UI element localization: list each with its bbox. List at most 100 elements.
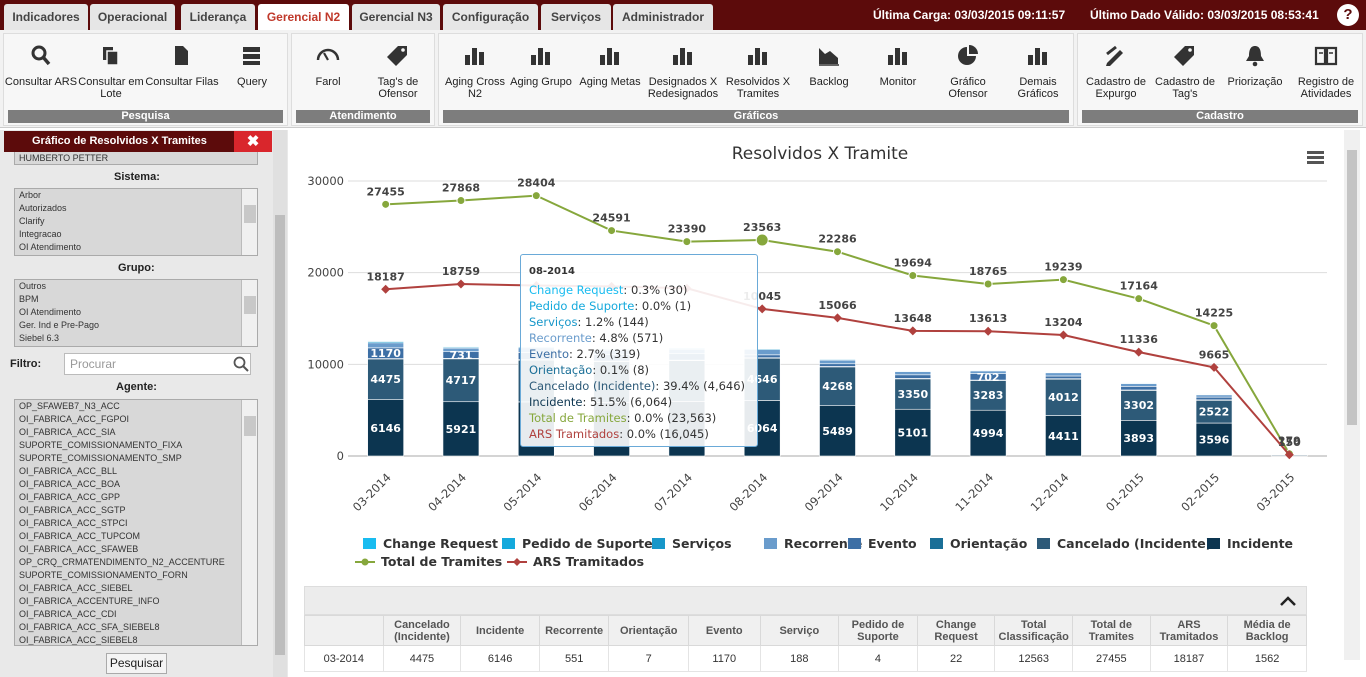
table-header[interactable] [304,615,384,646]
bar-change-request[interactable] [894,370,932,372]
chevron-up-icon[interactable] [1279,594,1297,608]
table-header[interactable]: Change Request [916,615,996,646]
list-item[interactable]: SUPORTE_COMISSIONAMENTO_SMP [19,453,182,463]
list-item[interactable]: Siebel 6.3 [19,333,60,343]
list-item[interactable]: OI_FABRICA_ACC_SIEBEL [19,583,133,593]
resolvidos-x-tramites-button[interactable]: Resolvidos X Tramites [720,40,796,106]
table-header[interactable]: Evento [688,615,761,646]
aging-metas-button[interactable]: Aging Metas [572,40,648,106]
backlog-button[interactable]: Backlog [791,40,867,106]
bar-change-request[interactable] [969,369,1007,371]
list-item[interactable]: OI_FABRICA_ACC_SIA [19,427,116,437]
list-item[interactable]: OI_FABRICA_ACC_STPCI [19,518,128,528]
demais-gr-ficos-button[interactable]: Demais Gráficos [1000,40,1076,106]
designados-x-redesignados-button[interactable]: Designados X Redesignados [645,40,721,106]
help-icon[interactable]: ? [1337,4,1359,26]
consultar-filas-button[interactable]: Consultar Filas [144,40,220,106]
legend-item[interactable]: ARS Tramitados [507,554,644,569]
bar-evento[interactable] [894,374,932,379]
bar-cancelado-incidente-[interactable] [1045,378,1082,416]
list-item[interactable]: OI_FABRICA_ACC_SFA_SIEBEL8 [19,622,160,632]
list-item[interactable]: OI_FABRICA_ACCENTURE_INFO [19,596,160,606]
list-item[interactable]: Clarify [19,216,45,226]
bar-evento[interactable] [819,363,856,367]
line-point[interactable] [1058,275,1068,285]
bar-evento[interactable] [1120,386,1158,391]
line-point[interactable] [1284,450,1294,460]
tab-administrador[interactable]: Administrador [613,4,713,30]
list-item[interactable]: BPM [19,294,39,304]
list-item[interactable]: Ger. Ind e Pre-Pago [19,320,100,330]
close-icon[interactable]: ✖ [234,131,272,152]
search-icon[interactable] [233,356,249,372]
bar-recorrente[interactable] [1120,383,1158,387]
line-point[interactable] [1134,347,1144,357]
legend-item[interactable]: Cancelado (Incidente) [1037,536,1211,551]
tab-gerencial-n2[interactable]: Gerencial N2 [258,4,349,30]
line-point[interactable] [607,226,617,236]
bar-incidente[interactable] [894,408,932,457]
tag-s-de-ofensor-button[interactable]: Tag's de Ofensor [360,40,436,106]
line-point[interactable] [1058,330,1068,340]
table-header[interactable]: Média de Backlog [1227,615,1307,646]
scrollbar[interactable] [241,400,257,645]
bar-incidente[interactable] [1195,422,1233,457]
legend-item[interactable]: Change Request [363,536,498,551]
bar-evento[interactable] [1195,396,1233,401]
tab-gerencial-n3[interactable]: Gerencial N3 [352,4,440,30]
prioriza-o-button[interactable]: Priorização [1217,40,1293,106]
legend-item[interactable]: Pedido de Suporte [502,536,653,551]
main-scrollbar[interactable] [1344,130,1360,660]
list-item[interactable]: Arbor [19,190,42,200]
tab-servi-os[interactable]: Serviços [541,4,611,30]
line-point[interactable] [833,313,842,323]
bar-change-request[interactable] [442,346,480,348]
bar-incidente[interactable] [1120,420,1158,457]
line-point[interactable] [755,233,769,247]
aging-cross-n2-button[interactable]: Aging Cross N2 [437,40,513,106]
bar-incidente[interactable] [367,399,404,457]
table-header[interactable]: Total Classificação [994,615,1074,646]
table-header[interactable]: Orientação [608,615,690,646]
list-item[interactable]: OP_SFAWEB7_N3_ACC [19,401,120,411]
bar-recorrente[interactable] [819,359,856,365]
legend-item[interactable]: Serviços [652,536,732,551]
line-point[interactable] [908,326,918,336]
agente-listbox[interactable]: OP_SFAWEB7_N3_ACC OI_FABRICA_ACC_FGPOI OI_… [14,399,258,646]
list-item[interactable]: OI_FABRICA_ACC_BOA [19,479,121,489]
list-item[interactable]: Autorizados [19,203,67,213]
table-header[interactable]: Pedido de Suporte [838,615,918,646]
top-agent-list[interactable]: HUMBERTO PETTER [14,152,258,165]
monitor-button[interactable]: Monitor [860,40,936,106]
bar-incidente[interactable] [442,401,480,457]
consultar-em-lote-button[interactable]: Consultar em Lote [73,40,149,106]
cadastro-de-tag-s-button[interactable]: Cadastro de Tag's [1147,40,1223,106]
table-header[interactable]: Recorrente [538,615,610,646]
table-header[interactable]: Total de Tramites [1072,615,1151,646]
table-header[interactable]: Cancelado (Incidente) [382,615,462,646]
legend-item[interactable]: Total de Tramites [355,554,502,569]
bar-incidente[interactable] [819,405,856,457]
list-item[interactable]: OI Atendimento [19,242,82,252]
list-item[interactable]: OI_FABRICA_ACC_CDI [19,609,117,619]
list-item[interactable]: OI Atendimento [19,307,82,317]
scrollbar[interactable] [241,280,257,346]
bar-evento[interactable] [1045,375,1082,380]
bar-cancelado-incidente-[interactable] [819,366,856,406]
list-item[interactable]: HUMBERTO PETTER [19,153,109,163]
table-header[interactable]: ARS Tramitados [1149,615,1229,646]
line-point[interactable] [983,279,993,289]
table-header[interactable]: Incidente [460,615,540,646]
list-item[interactable]: OI_FABRICA_ACC_FGPOI [19,414,130,424]
list-item[interactable]: OI_FABRICA_ACC_GPP [19,492,121,502]
legend-item[interactable]: Orientação [930,536,1028,551]
bar-incidente[interactable] [969,409,1007,457]
bar-cancelado-incidente-[interactable] [1120,389,1158,421]
list-item[interactable]: Outros [19,281,47,291]
line-point[interactable] [908,270,918,280]
bar-change-request[interactable] [1195,393,1233,395]
grupo-listbox[interactable]: Outros BPM OI Atendimento Ger. Ind e Pre-Pa… [14,279,258,347]
pesquisar-button[interactable]: Pesquisar [106,653,167,674]
bar-recorrente[interactable] [894,371,932,376]
line-point[interactable] [983,326,993,336]
